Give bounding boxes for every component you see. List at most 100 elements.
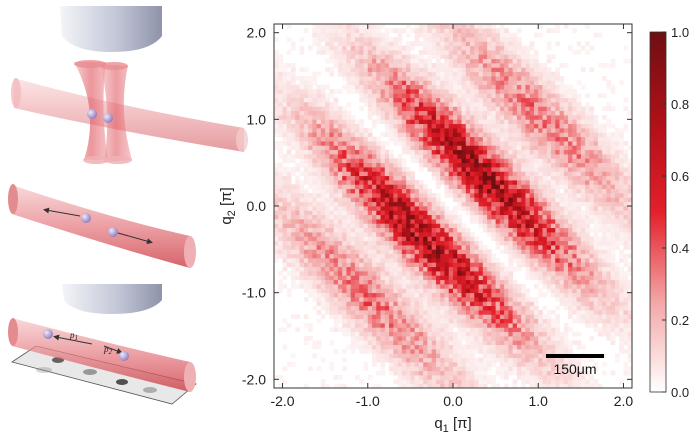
heatmap-cell — [546, 110, 552, 116]
heatmap-cell — [401, 184, 407, 190]
heatmap-cell — [453, 63, 458, 68]
heatmap-cell — [529, 314, 535, 320]
heatmap-cell — [380, 353, 386, 359]
heatmap-cell — [427, 149, 433, 155]
heatmap-cell — [359, 240, 364, 246]
heatmap-cell — [487, 366, 492, 372]
heatmap-cell — [372, 240, 377, 246]
heatmap-cell — [546, 336, 552, 341]
heatmap-cell — [482, 318, 488, 324]
heatmap-cell — [418, 54, 424, 60]
heatmap-cell — [410, 214, 416, 220]
heatmap-cell — [354, 167, 360, 172]
heatmap-cell — [448, 37, 454, 42]
heatmap-cell — [363, 301, 369, 307]
heatmap-cell — [401, 232, 407, 237]
heatmap-cell — [354, 249, 360, 255]
heatmap-cell — [504, 162, 509, 168]
heatmap-cell — [478, 266, 484, 272]
heatmap-cell — [546, 76, 552, 81]
heatmap-cell — [563, 258, 569, 263]
heatmap-cell — [538, 245, 543, 250]
heatmap-cell — [499, 37, 505, 42]
heatmap-cell — [384, 45, 390, 51]
heatmap-cell — [282, 89, 288, 94]
heatmap-cell — [482, 375, 488, 380]
heatmap-cell — [274, 97, 279, 103]
heatmap-cell — [316, 275, 322, 281]
heatmap-cell — [376, 370, 381, 376]
heatmap-cell — [491, 128, 497, 133]
heatmap-cell — [474, 236, 479, 242]
heatmap-cell — [508, 301, 514, 307]
heatmap-cell — [453, 162, 458, 168]
heatmap-cell — [372, 310, 377, 315]
heatmap-cell — [406, 58, 411, 64]
heatmap-cell — [551, 245, 556, 250]
heatmap-cell — [384, 76, 390, 81]
heatmap-cell — [529, 123, 535, 129]
heatmap-cell — [367, 50, 373, 55]
heatmap-cell — [461, 314, 467, 320]
heatmap-cell — [512, 336, 518, 341]
heatmap-cell — [406, 201, 411, 207]
heatmap-cell — [470, 50, 475, 55]
heatmap-cell — [444, 340, 450, 346]
heatmap-cell — [546, 149, 552, 155]
heatmap-cell — [470, 375, 475, 380]
heatmap-cell — [372, 136, 377, 142]
heatmap-cell — [427, 71, 433, 77]
heatmap-cell — [559, 206, 565, 211]
heatmap-cell — [354, 41, 360, 47]
heatmap-cell — [359, 266, 364, 272]
heatmap-cell — [384, 28, 390, 34]
heatmap-cell — [512, 84, 518, 90]
heatmap-cell — [384, 210, 390, 216]
heatmap-cell — [397, 136, 403, 142]
heatmap-cell — [551, 375, 556, 380]
heatmap-cell — [427, 379, 433, 385]
heatmap-cell — [427, 110, 433, 116]
heatmap-cell — [529, 54, 535, 60]
heatmap-cell — [410, 171, 416, 177]
heatmap-cell — [325, 93, 330, 99]
heatmap-cell — [474, 184, 479, 190]
heatmap-cell — [499, 80, 505, 86]
heatmap-cell — [376, 262, 381, 268]
heatmap-cell — [440, 266, 445, 272]
heatmap-cell — [359, 45, 364, 51]
heatmap-cell — [546, 175, 552, 181]
heatmap-cell — [448, 258, 454, 263]
heatmap-cell — [389, 245, 394, 250]
heatmap-cell — [448, 63, 454, 68]
heatmap-cell — [372, 175, 377, 181]
heatmap-cell — [504, 197, 509, 203]
heatmap-cell — [401, 141, 407, 146]
heatmap-cell — [406, 175, 411, 181]
heatmap-cell — [303, 297, 309, 302]
heatmap-cell — [372, 305, 377, 311]
heatmap-cell — [372, 340, 377, 346]
heatmap-cell — [448, 106, 454, 112]
heatmap-cell — [525, 67, 531, 73]
heatmap-cell — [487, 167, 492, 172]
heatmap-cell — [444, 379, 450, 385]
heatmap-cell — [423, 89, 428, 94]
heatmap-cell — [410, 344, 416, 350]
heatmap-cell — [346, 63, 352, 68]
heatmap-cell — [538, 154, 543, 159]
heatmap-cell — [406, 353, 411, 359]
heatmap-cell — [286, 145, 292, 151]
heatmap-cell — [278, 84, 283, 90]
heatmap-cell — [423, 102, 428, 107]
heatmap-cell — [312, 214, 318, 220]
heatmap-cell — [308, 214, 313, 220]
heatmap-cell — [337, 128, 343, 133]
heatmap-cell — [495, 58, 501, 64]
heatmap-cell — [346, 305, 352, 311]
heatmap-cell — [491, 219, 497, 224]
heatmap-cell — [453, 28, 458, 34]
heatmap-cell — [508, 340, 514, 346]
heatmap-cell — [286, 201, 292, 207]
heatmap-cell — [410, 210, 416, 216]
